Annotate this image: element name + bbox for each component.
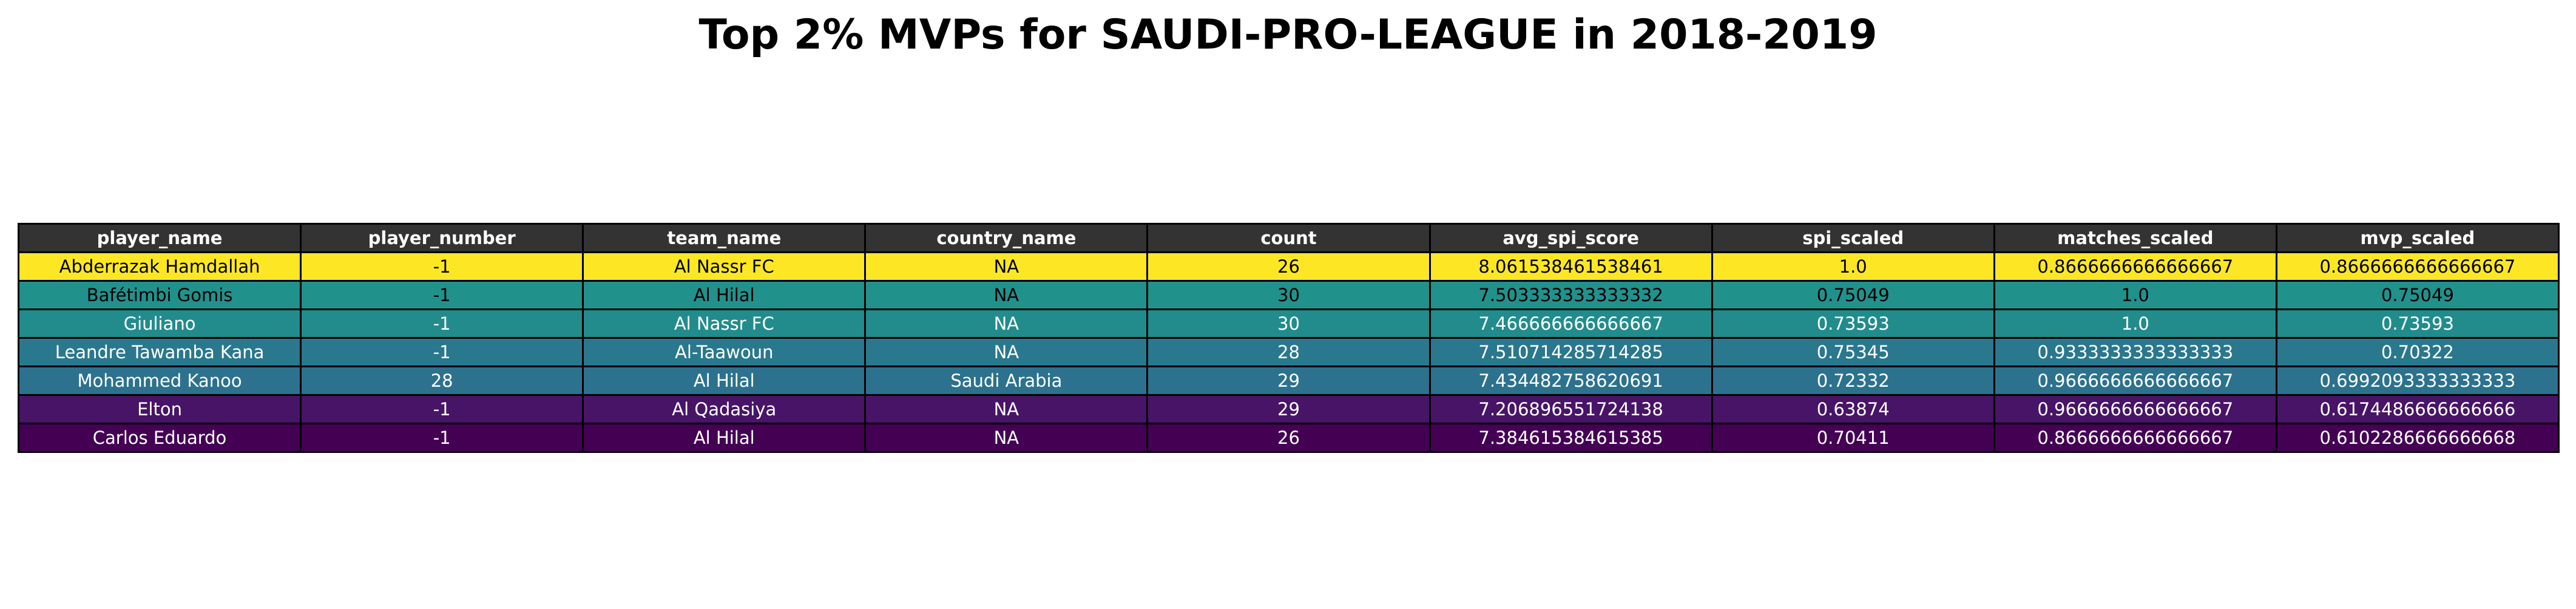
column-header-country-name: country_name	[864, 223, 1149, 253]
cell-player-name: Mohammed Kanoo	[17, 366, 302, 396]
cell-team-name: Al Hilal	[582, 423, 867, 453]
cell-matches-scaled: 0.8666666666666667	[1993, 423, 2277, 453]
cell-matches-scaled: 0.8666666666666667	[1993, 251, 2277, 282]
cell-mvp-scaled: 0.6102286666666668	[2275, 423, 2560, 453]
table-row: Carlos Eduardo -1 Al Hilal NA 26 7.3846153846…	[17, 423, 2560, 453]
cell-avg-spi-score: 7.384615384615385	[1428, 423, 1713, 453]
cell-spi-scaled: 1.0	[1711, 251, 1995, 282]
cell-player-number: -1	[300, 308, 584, 339]
cell-avg-spi-score: 8.061538461538461	[1428, 251, 1713, 282]
cell-spi-scaled: 0.75345	[1711, 337, 1995, 367]
cell-count: 26	[1146, 251, 1431, 282]
column-header-player-name: player_name	[17, 223, 302, 253]
cell-country-name: NA	[864, 337, 1149, 367]
table-row: Giuliano -1 Al Nassr FC NA 30 7.4666666666666…	[17, 308, 2560, 339]
cell-avg-spi-score: 7.510714285714285	[1428, 337, 1713, 367]
cell-player-number: -1	[300, 423, 584, 453]
cell-player-name: Leandre Tawamba Kana	[17, 337, 302, 367]
cell-avg-spi-score: 7.466666666666667	[1428, 308, 1713, 339]
column-header-count: count	[1146, 223, 1431, 253]
cell-spi-scaled: 0.75049	[1711, 280, 1995, 310]
column-header-mvp-scaled: mvp_scaled	[2275, 223, 2560, 253]
cell-team-name: Al Qadasiya	[582, 394, 867, 424]
cell-matches-scaled: 0.9666666666666667	[1993, 366, 2277, 396]
cell-count: 30	[1146, 308, 1431, 339]
cell-country-name: NA	[864, 308, 1149, 339]
table-row: Elton -1 Al Qadasiya NA 29 7.206896551724138 0…	[17, 394, 2560, 424]
cell-player-number: -1	[300, 251, 584, 282]
column-header-player-number: player_number	[300, 223, 584, 253]
cell-team-name: Al Nassr FC	[582, 308, 867, 339]
cell-player-number: -1	[300, 280, 584, 310]
column-header-team-name: team_name	[582, 223, 867, 253]
column-header-matches-scaled: matches_scaled	[1993, 223, 2277, 253]
cell-mvp-scaled: 0.8666666666666667	[2275, 251, 2560, 282]
cell-mvp-scaled: 0.6992093333333333	[2275, 366, 2560, 396]
cell-player-name: Carlos Eduardo	[17, 423, 302, 453]
cell-avg-spi-score: 7.206896551724138	[1428, 394, 1713, 424]
cell-count: 30	[1146, 280, 1431, 310]
cell-country-name: NA	[864, 423, 1149, 453]
cell-team-name: Al Nassr FC	[582, 251, 867, 282]
cell-count: 26	[1146, 423, 1431, 453]
cell-matches-scaled: 1.0	[1993, 280, 2277, 310]
cell-player-number: -1	[300, 337, 584, 367]
cell-mvp-scaled: 0.6174486666666666	[2275, 394, 2560, 424]
table-row: Bafétimbi Gomis -1 Al Hilal NA 30 7.503333333…	[17, 280, 2560, 310]
cell-team-name: Al-Taawoun	[582, 337, 867, 367]
table-body: Abderrazak Hamdallah -1 Al Nassr FC NA 26 8.0…	[17, 251, 2560, 453]
cell-matches-scaled: 1.0	[1993, 308, 2277, 339]
cell-spi-scaled: 0.63874	[1711, 394, 1995, 424]
cell-player-name: Giuliano	[17, 308, 302, 339]
column-header-spi-scaled: spi_scaled	[1711, 223, 1995, 253]
table-row: Mohammed Kanoo 28 Al Hilal Saudi Arabia 29 7.…	[17, 366, 2560, 396]
column-header-avg-spi-score: avg_spi_score	[1428, 223, 1713, 253]
chart-title: Top 2% MVPs for SAUDI-PRO-LEAGUE in 2018…	[698, 11, 1878, 59]
cell-player-number: 28	[300, 366, 584, 396]
cell-player-number: -1	[300, 394, 584, 424]
cell-mvp-scaled: 0.70322	[2275, 337, 2560, 367]
table-row: Abderrazak Hamdallah -1 Al Nassr FC NA 26 8.0…	[17, 251, 2560, 282]
cell-count: 29	[1146, 394, 1431, 424]
cell-country-name: NA	[864, 280, 1149, 310]
cell-player-name: Abderrazak Hamdallah	[17, 251, 302, 282]
cell-mvp-scaled: 0.75049	[2275, 280, 2560, 310]
cell-matches-scaled: 0.9333333333333333	[1993, 337, 2277, 367]
cell-team-name: Al Hilal	[582, 366, 867, 396]
cell-country-name: NA	[864, 251, 1149, 282]
cell-avg-spi-score: 7.503333333333332	[1428, 280, 1713, 310]
cell-spi-scaled: 0.70411	[1711, 423, 1995, 453]
cell-spi-scaled: 0.73593	[1711, 308, 1995, 339]
cell-player-name: Elton	[17, 394, 302, 424]
cell-mvp-scaled: 0.73593	[2275, 308, 2560, 339]
cell-country-name: NA	[864, 394, 1149, 424]
cell-spi-scaled: 0.72332	[1711, 366, 1995, 396]
cell-team-name: Al Hilal	[582, 280, 867, 310]
cell-matches-scaled: 0.9666666666666667	[1993, 394, 2277, 424]
cell-country-name: Saudi Arabia	[864, 366, 1149, 396]
cell-avg-spi-score: 7.434482758620691	[1428, 366, 1713, 396]
cell-player-name: Bafétimbi Gomis	[17, 280, 302, 310]
cell-count: 29	[1146, 366, 1431, 396]
cell-count: 28	[1146, 337, 1431, 367]
mvp-table: player_name player_number team_name country…	[17, 223, 2560, 453]
table-row: Leandre Tawamba Kana -1 Al-Taawoun NA 28 7.51…	[17, 337, 2560, 367]
table-header-row: player_name player_number team_name country…	[17, 223, 2560, 253]
